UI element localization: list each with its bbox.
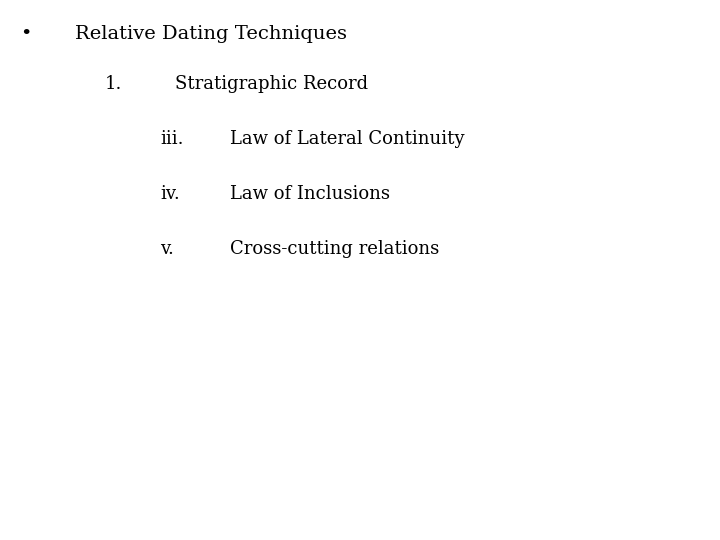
Text: Relative Dating Techniques: Relative Dating Techniques: [75, 25, 347, 43]
Text: Stratigraphic Record: Stratigraphic Record: [175, 75, 368, 93]
Text: •: •: [20, 25, 32, 43]
Text: Law of Lateral Continuity: Law of Lateral Continuity: [230, 130, 464, 148]
Text: Law of Inclusions: Law of Inclusions: [230, 185, 390, 203]
Text: iii.: iii.: [160, 130, 184, 148]
Text: v.: v.: [160, 240, 174, 258]
Text: iv.: iv.: [160, 185, 180, 203]
Text: 1.: 1.: [105, 75, 122, 93]
Text: Cross-cutting relations: Cross-cutting relations: [230, 240, 439, 258]
